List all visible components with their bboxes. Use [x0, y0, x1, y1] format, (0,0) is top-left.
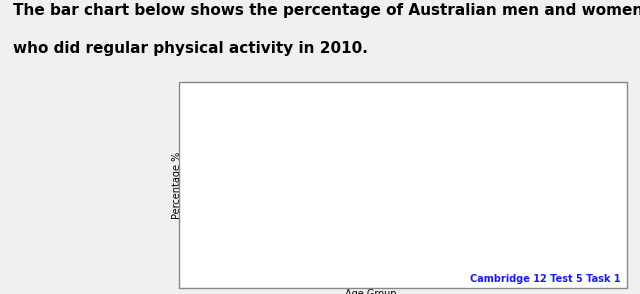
Text: 47.7: 47.7 — [253, 120, 262, 137]
Text: 45.1: 45.1 — [431, 127, 440, 144]
Bar — [330, 160, 347, 265]
Text: The bar chart below shows the percentage of Australian men and women in differen: The bar chart below shows the percentage… — [13, 3, 640, 18]
Bar — [347, 126, 364, 265]
Bar — [378, 151, 396, 265]
Bar — [249, 138, 266, 265]
Bar — [493, 140, 511, 265]
Text: 48.9: 48.9 — [302, 117, 311, 134]
Text: Cambridge 12 Test 5 Task 1: Cambridge 12 Test 5 Task 1 — [470, 274, 621, 284]
Text: 52.8: 52.8 — [236, 107, 244, 124]
Text: 39.5: 39.5 — [333, 142, 342, 159]
Y-axis label: Percentage %: Percentage % — [172, 152, 182, 219]
Title: Percentage of Australian men and women doing
regular physical activity: 2010: Percentage of Australian men and women d… — [221, 82, 522, 104]
Bar — [428, 145, 445, 265]
Legend: Male, Female: Male, Female — [536, 160, 593, 195]
Text: 53.0: 53.0 — [449, 106, 458, 123]
Bar — [396, 123, 413, 265]
Text: 47.1: 47.1 — [498, 122, 507, 139]
Bar — [298, 135, 315, 265]
Text: 43.1: 43.1 — [383, 133, 392, 149]
Bar — [477, 141, 493, 265]
Text: 46.7: 46.7 — [481, 123, 490, 140]
Text: who did regular physical activity in 2010.: who did regular physical activity in 201… — [13, 41, 367, 56]
Text: 52.5: 52.5 — [351, 108, 360, 125]
Bar — [445, 124, 462, 265]
Bar — [232, 125, 249, 265]
Text: 42.2: 42.2 — [285, 135, 294, 152]
X-axis label: Age Group: Age Group — [346, 289, 397, 294]
Bar — [280, 153, 298, 265]
Text: 53.3: 53.3 — [400, 106, 409, 123]
